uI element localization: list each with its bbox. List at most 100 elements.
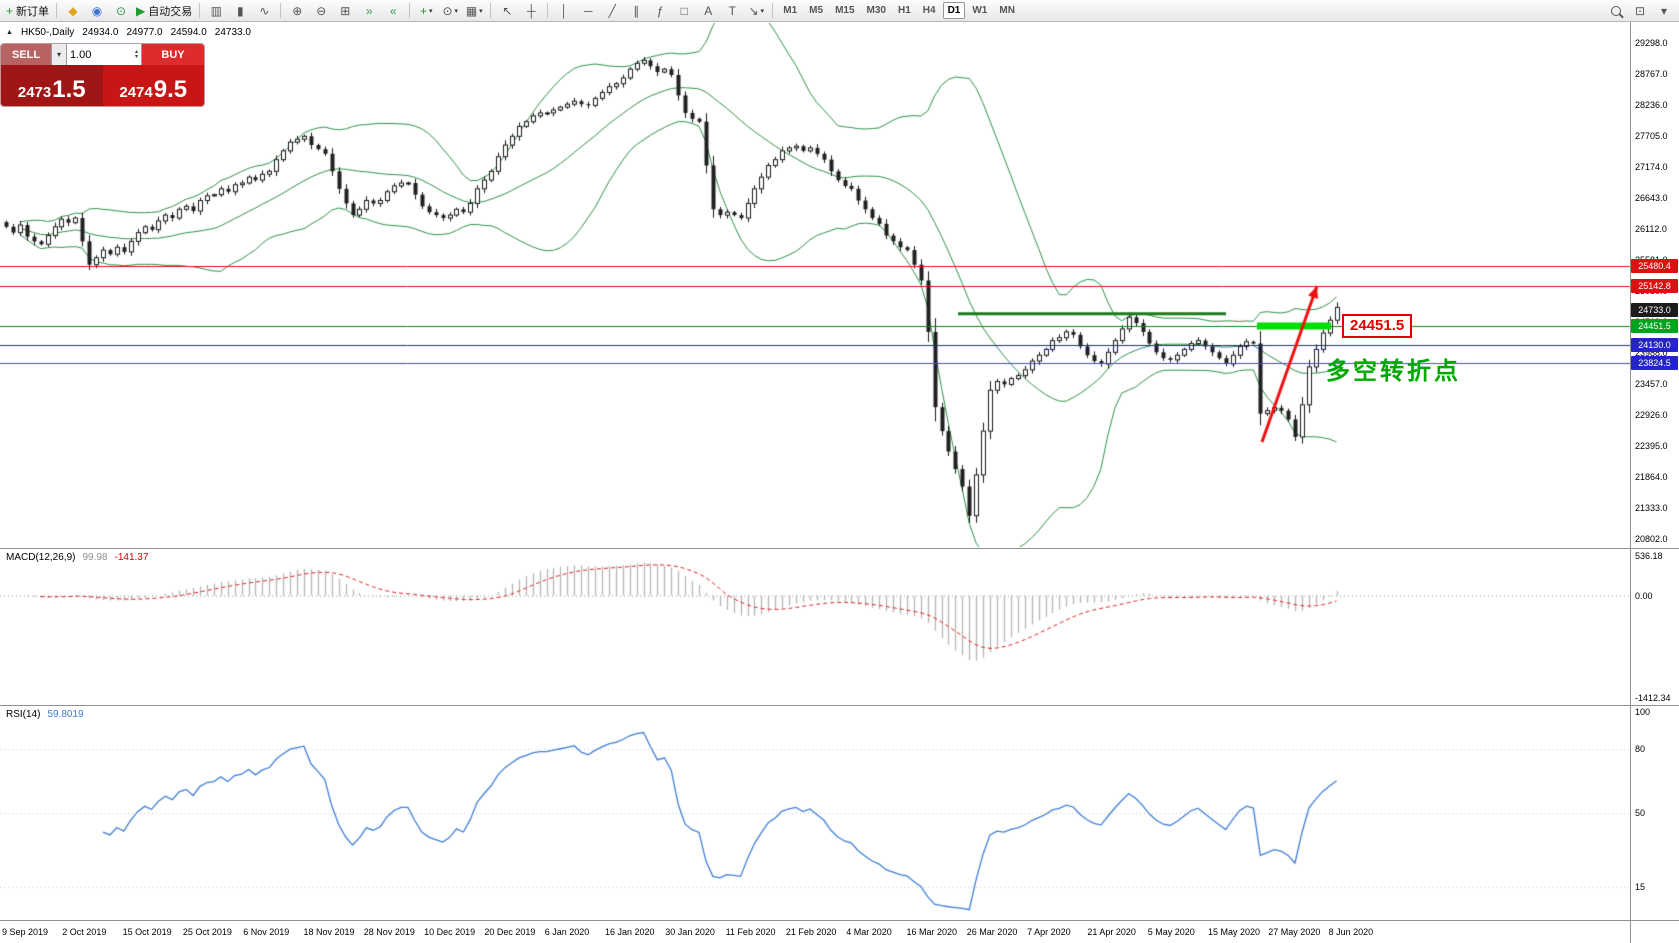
text-icon-glyph: A xyxy=(704,3,713,18)
cursor-icon-glyph: ↖ xyxy=(502,3,513,18)
date-label: 27 May 2020 xyxy=(1268,927,1321,937)
tile-windows-icon-glyph: ⊞ xyxy=(340,3,351,18)
tile-windows-icon[interactable]: ⊞ xyxy=(334,2,356,20)
price-pips: 1.5 xyxy=(52,75,86,103)
arrows-icon[interactable]: ↘ ▾ xyxy=(745,2,767,20)
text-icon[interactable]: A xyxy=(697,2,719,20)
buy-price[interactable]: 2474 9.5 xyxy=(102,65,204,106)
indicators-icon-glyph: + xyxy=(419,3,427,18)
price-marker-label: 24451.5 xyxy=(1631,318,1678,333)
equidistant-channel-icon-glyph: ∥ xyxy=(633,3,640,18)
low-value: 24594.0 xyxy=(170,27,207,38)
sell-price[interactable]: 2473 1.5 xyxy=(1,65,103,106)
crosshair-icon[interactable]: ┼ xyxy=(520,2,542,20)
date-label: 15 Oct 2019 xyxy=(122,927,172,937)
price-tick-label: 26643.0 xyxy=(1635,193,1668,203)
line-chart-icon[interactable]: ∿ xyxy=(253,2,275,20)
chart-shift-icon[interactable]: « xyxy=(382,2,404,20)
timeframe-d1[interactable]: D1 xyxy=(942,2,966,19)
timeframe-m30[interactable]: M30 xyxy=(866,5,886,16)
date-label: 25 Oct 2019 xyxy=(182,927,232,937)
timeframe-m1[interactable]: M1 xyxy=(783,5,798,16)
periods-icon-glyph: ⊙ xyxy=(442,3,453,18)
toolbar-options-icon-glyph: ▾ xyxy=(1660,3,1668,18)
date-label: 4 Mar 2020 xyxy=(846,927,892,937)
autotrading-button[interactable]: ▶ 自动交易 xyxy=(134,2,194,20)
toolbar-separator xyxy=(772,3,774,18)
timeframe-h4[interactable]: H4 xyxy=(922,5,936,16)
dropdown-caret-icon: ▾ xyxy=(429,7,433,15)
volume-input[interactable] xyxy=(67,48,135,61)
zoom-in-icon[interactable]: ⊕ xyxy=(286,2,308,20)
date-label: 20 Dec 2019 xyxy=(484,927,536,937)
toolbar-separator xyxy=(547,3,549,18)
macd-zero-label: 0.00 xyxy=(1635,590,1653,601)
trendline-icon[interactable]: ╱ xyxy=(601,2,623,20)
date-label: 21 Apr 2020 xyxy=(1087,927,1136,937)
rsi-level-label: 80 xyxy=(1635,743,1646,754)
equidistant-channel-icon[interactable]: ∥ xyxy=(625,2,647,20)
timeframe-w1[interactable]: W1 xyxy=(972,5,988,16)
templates-icon[interactable]: ▦ ▾ xyxy=(463,2,485,20)
panel-separator-macd[interactable] xyxy=(0,548,1679,549)
accounts-icon[interactable]: ◉ xyxy=(86,2,108,20)
periods-icon[interactable]: ⊙ ▾ xyxy=(439,2,461,20)
fibonacci-icon[interactable]: ƒ xyxy=(649,2,671,20)
toolbar-separator xyxy=(490,3,492,18)
candlestick-chart-icon[interactable]: ▮ xyxy=(229,2,251,20)
workspace-icon[interactable]: ⊡ xyxy=(1629,2,1651,20)
turning-point-annotation[interactable]: 多空转折点 xyxy=(1326,358,1461,385)
accounts-icon-glyph: ◉ xyxy=(91,3,103,18)
volume-dropdown-button[interactable]: ▾ xyxy=(51,44,66,65)
new-order-button-label: 新订单 xyxy=(16,5,50,18)
sell-button[interactable]: SELL xyxy=(1,44,51,65)
date-label: 8 Jun 2020 xyxy=(1328,927,1374,937)
price-tick-label: 22926.0 xyxy=(1635,410,1668,420)
bar-chart-icon[interactable]: ▥ xyxy=(205,2,227,20)
favorites-icon[interactable]: ◆ xyxy=(62,2,84,20)
text-label-icon[interactable]: T xyxy=(721,2,743,20)
price-tick-label: 27705.0 xyxy=(1635,131,1668,141)
date-label: 26 Mar 2020 xyxy=(966,927,1018,937)
horizontal-line-icon[interactable]: ─ xyxy=(577,2,599,20)
cursor-icon[interactable]: ↖ xyxy=(496,2,518,20)
crosshair-icon-glyph: ┼ xyxy=(526,3,536,18)
arrows-icon-glyph: ↘ xyxy=(748,3,759,18)
price-annotation-label[interactable]: 24451.5 xyxy=(1342,314,1413,338)
price-tick-label: 29298.0 xyxy=(1635,38,1668,48)
date-label: 15 May 2020 xyxy=(1208,927,1261,937)
vertical-line-icon[interactable]: │ xyxy=(553,2,575,20)
rsi-level-label: 15 xyxy=(1635,882,1646,893)
timeframe-m5[interactable]: M5 xyxy=(809,5,824,16)
panel-separator-rsi[interactable] xyxy=(0,705,1679,706)
timeframe-m15[interactable]: M15 xyxy=(835,5,855,16)
chart-marker-icon: ▲ xyxy=(6,29,13,36)
price-main: 2474 xyxy=(119,84,153,101)
buy-button[interactable]: BUY xyxy=(142,44,204,65)
shapes-icon[interactable]: □ xyxy=(673,2,695,20)
dropdown-caret-icon: ▾ xyxy=(454,7,459,15)
price-tick-label: 20802.0 xyxy=(1635,534,1668,544)
shapes-icon-glyph: □ xyxy=(680,3,688,18)
search-icon[interactable] xyxy=(1605,2,1627,20)
timeframe-h1[interactable]: H1 xyxy=(897,5,911,16)
price-tick-label: 21333.0 xyxy=(1635,503,1668,513)
volume-stepper[interactable]: ▴ ▾ xyxy=(134,48,138,60)
new-order-button[interactable]: + 新订单 xyxy=(4,2,51,20)
date-label: 6 Nov 2019 xyxy=(243,927,290,937)
auto-scroll-icon[interactable]: » xyxy=(358,2,380,20)
timeframe-mn[interactable]: MN xyxy=(999,5,1015,16)
autotrading-button-label: 自动交易 xyxy=(148,5,193,18)
indicators-icon[interactable]: + ▾ xyxy=(415,2,437,20)
macd-title: MACD(12,26,9) xyxy=(6,552,76,563)
date-label: 7 Apr 2020 xyxy=(1027,927,1071,937)
toolbar-options-icon[interactable]: ▾ xyxy=(1653,2,1675,20)
zoom-out-icon[interactable]: ⊖ xyxy=(310,2,332,20)
date-axis-border xyxy=(0,920,1679,921)
refresh-icon[interactable]: ⊙ xyxy=(110,2,132,20)
macd-signal-value: -141.37 xyxy=(114,552,149,563)
open-value: 24934.0 xyxy=(82,27,119,38)
macd-max-label: 536.18 xyxy=(1635,551,1663,561)
